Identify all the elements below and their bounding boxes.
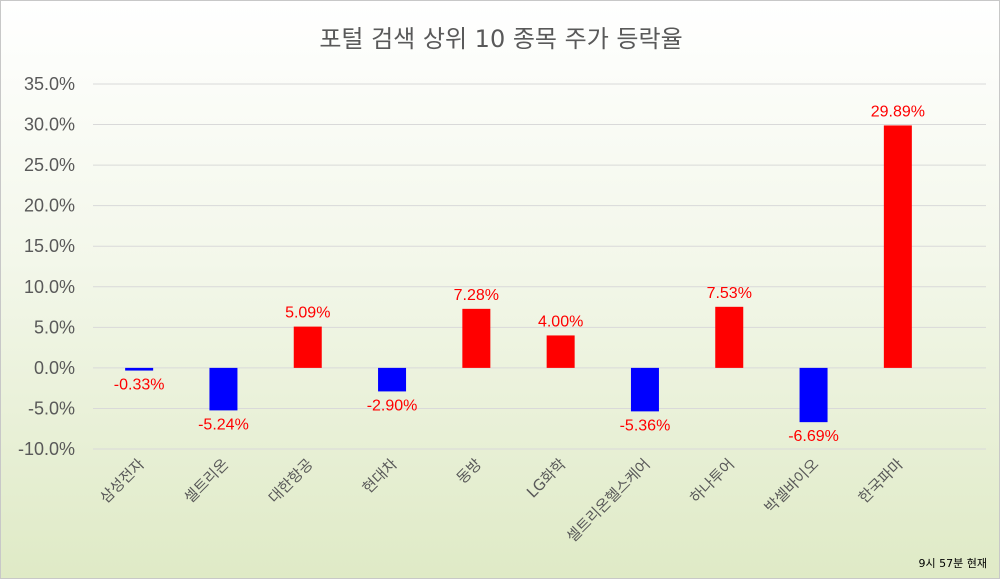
bar <box>799 367 828 423</box>
x-tick-label: 삼성전자 <box>96 455 148 507</box>
y-tick-label: 0.0% <box>34 358 75 378</box>
y-axis-ticks: 35.0% 30.0% 25.0% 20.0% 15.0% 10.0% 5.0% 0.0% -5… <box>18 74 75 459</box>
data-label: -5.24% <box>198 416 249 433</box>
bars <box>125 125 912 423</box>
x-tick-label: 한국파마 <box>855 455 907 507</box>
bar <box>293 326 322 368</box>
x-tick-label: LG화학 <box>523 455 570 502</box>
bar <box>883 125 912 368</box>
x-tick-label: 현대차 <box>359 455 401 497</box>
x-tick-label: 셀트리온헬스케어 <box>563 455 654 546</box>
data-label: -0.33% <box>114 377 165 394</box>
data-label: 7.28% <box>454 287 499 304</box>
y-tick-label: 30.0% <box>24 115 75 135</box>
x-tick-label: 하나투어 <box>686 455 738 507</box>
bar <box>462 308 491 368</box>
y-tick-label: -10.0% <box>18 439 75 459</box>
bar <box>715 306 744 368</box>
bar <box>378 367 407 392</box>
data-label: 7.53% <box>707 285 752 302</box>
chart-title: 포털 검색 상위 10 종목 주가 등락율 <box>319 25 682 53</box>
y-tick-label: 10.0% <box>24 277 75 297</box>
y-tick-label: 5.0% <box>34 317 75 337</box>
bar <box>630 367 659 412</box>
y-tick-label: 20.0% <box>24 196 75 216</box>
y-tick-label: 35.0% <box>24 74 75 94</box>
x-tick-label: 셀트리온 <box>181 455 233 507</box>
data-labels: -0.33% -5.24% 5.09% -2.90% 7.28% 4.00% -5.36% 7… <box>114 103 925 445</box>
x-tick-label: 동방 <box>453 455 485 487</box>
data-label: 5.09% <box>285 305 330 322</box>
timestamp-note: 9시 57분 현재 <box>919 557 987 570</box>
y-tick-label: 25.0% <box>24 155 75 175</box>
x-tick-label: 박셀바이오 <box>761 455 823 517</box>
data-label: -2.90% <box>367 397 418 414</box>
data-label: -6.69% <box>788 428 839 445</box>
y-tick-label: 15.0% <box>24 236 75 256</box>
data-label: -5.36% <box>620 417 671 434</box>
data-label: 29.89% <box>871 103 925 120</box>
bar <box>546 335 575 368</box>
gridlines <box>93 83 986 450</box>
data-label: 4.00% <box>538 313 583 330</box>
y-tick-label: -5.0% <box>28 398 75 418</box>
bar <box>209 367 238 411</box>
bar <box>125 367 154 371</box>
x-tick-label: 대한항공 <box>265 455 317 507</box>
